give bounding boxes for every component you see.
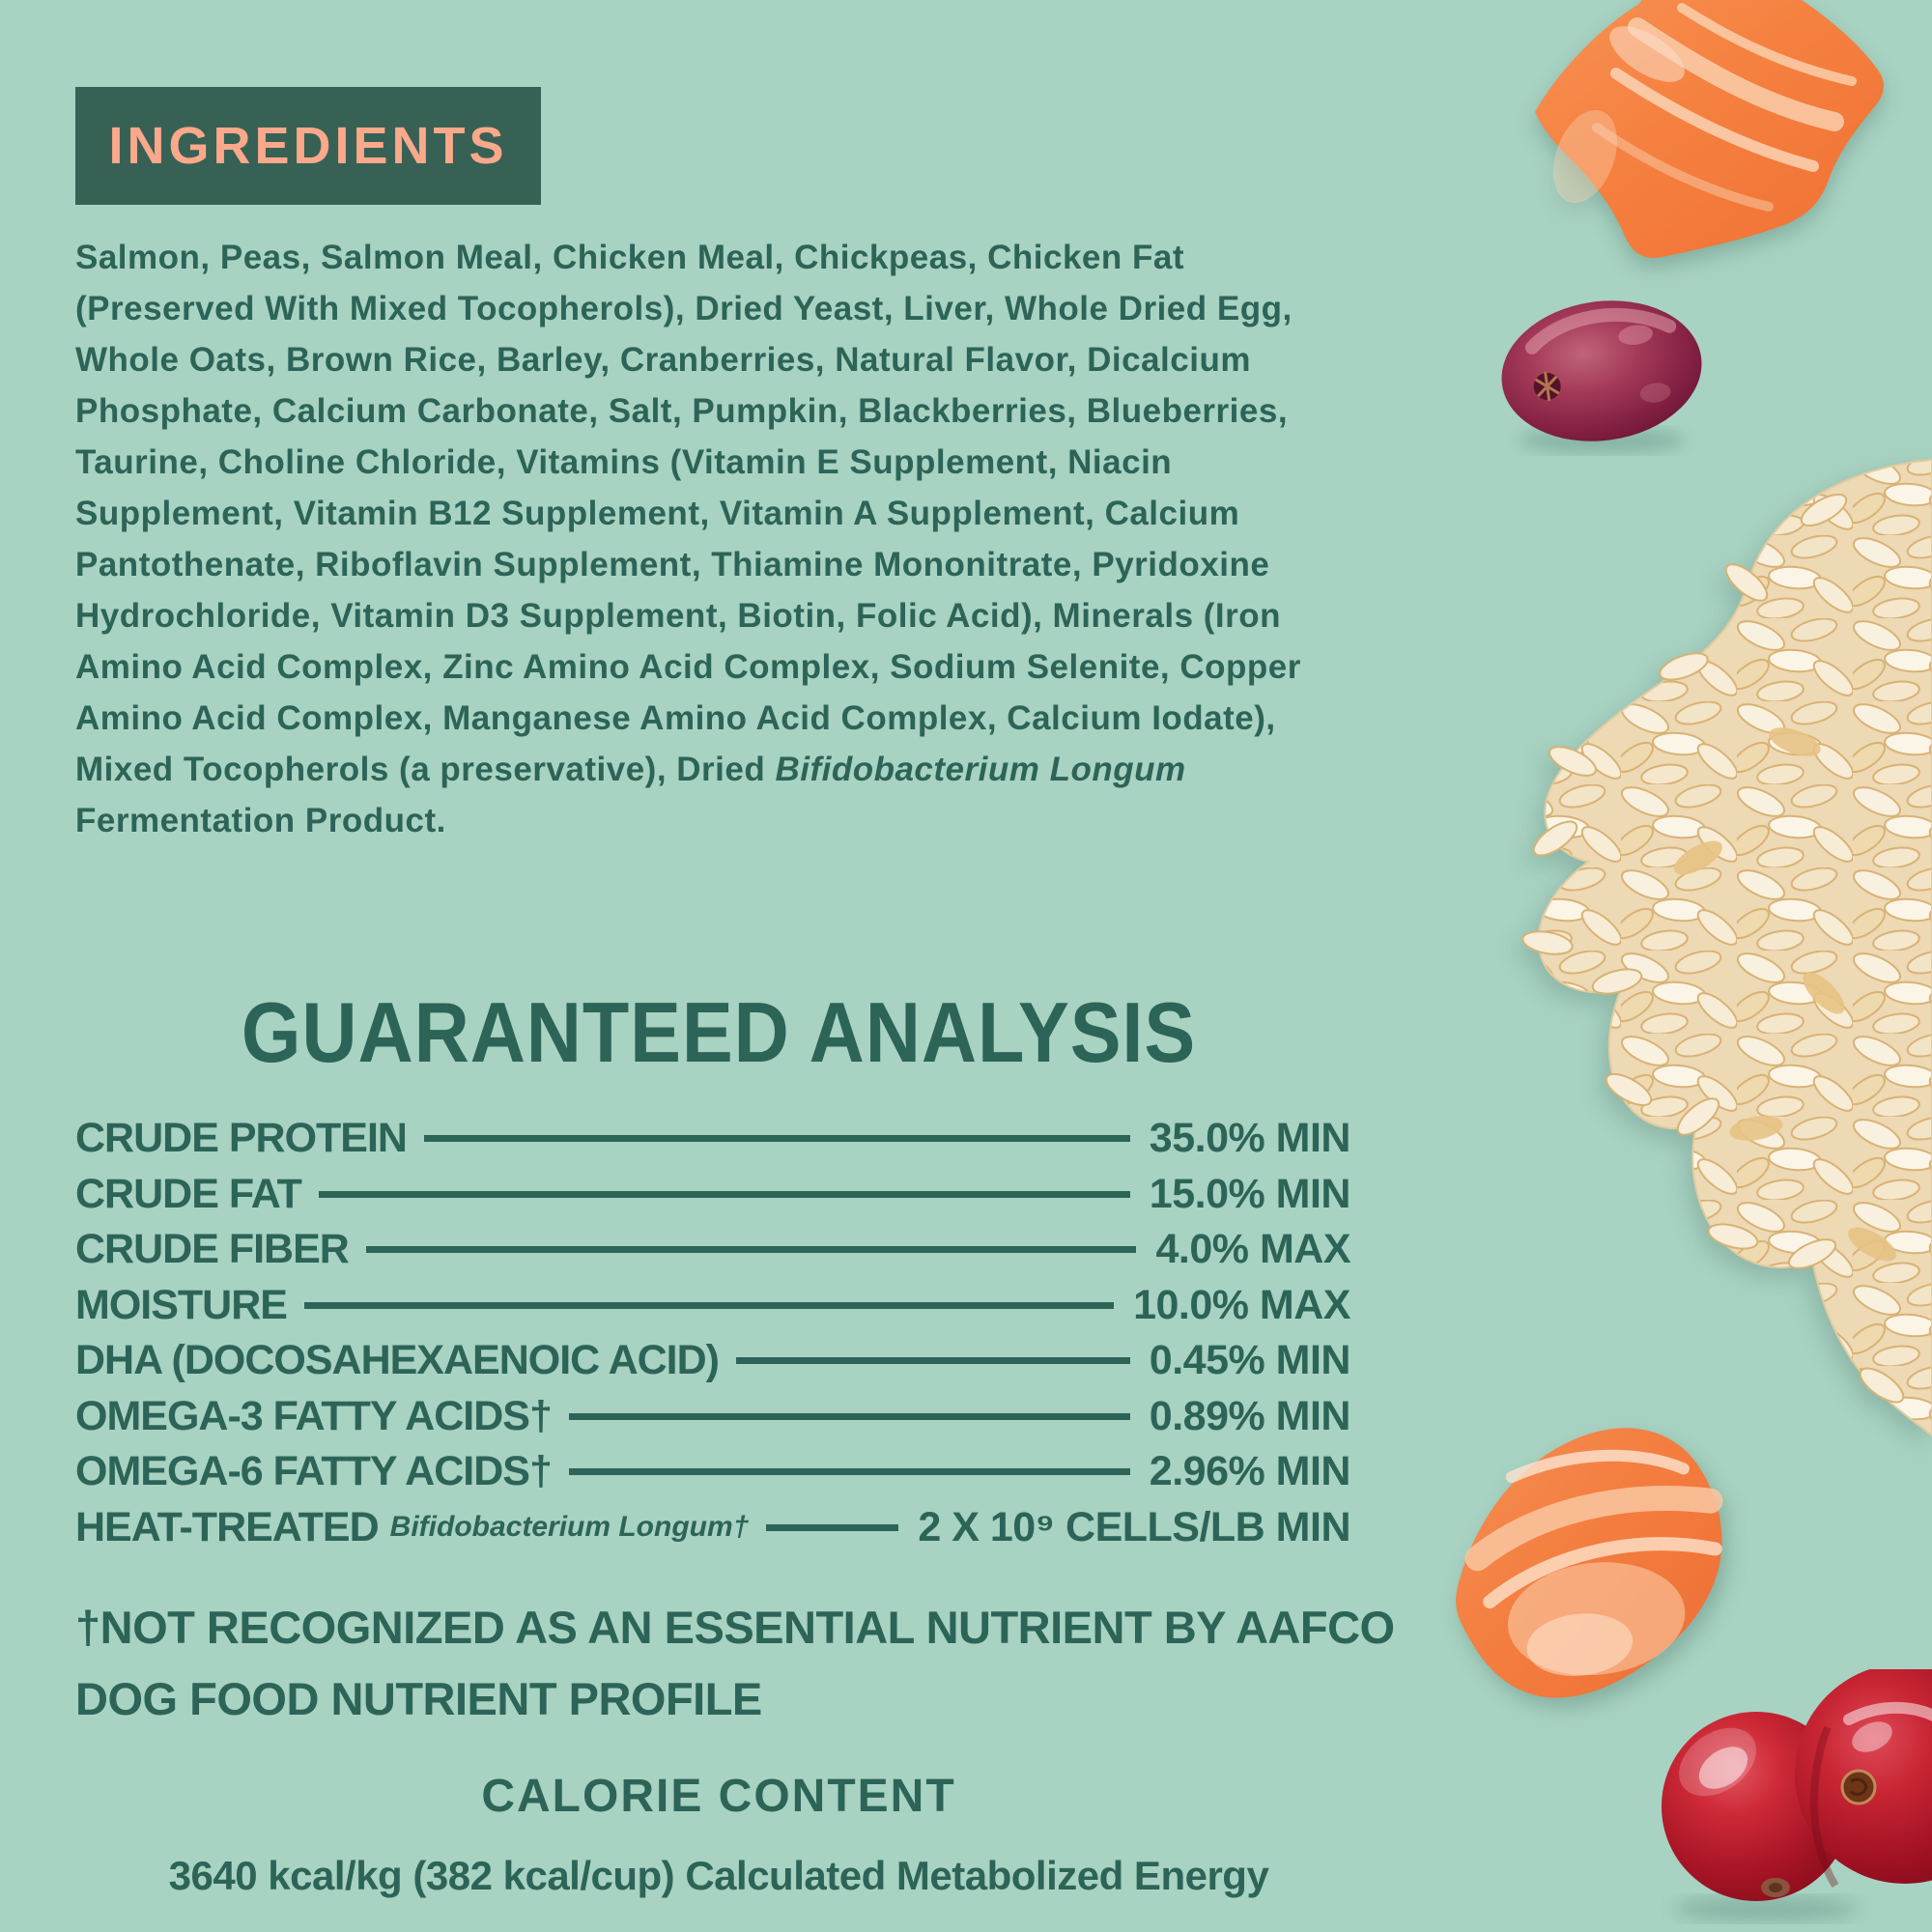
leader-line [568,1468,1130,1476]
calorie-content-text: 3640 kcal/kg (382 kcal/cup) Calculated M… [168,1853,1269,1898]
row-value: 2 X 10⁹ CELLS/LB MIN [918,1503,1350,1550]
table-row: OMEGA-3 FATTY ACIDS† 0.89% MIN [75,1389,1351,1445]
aafco-footnote: †NOT RECOGNIZED AS AN ESSENTIAL NUTRIENT… [75,1592,1395,1735]
footnote-line-2: DOG FOOD NUTRIENT PROFILE [75,1673,762,1724]
row-value: 0.89% MIN [1149,1392,1351,1439]
row-label: MOISTURE [75,1281,288,1328]
row-label: OMEGA-3 FATTY ACIDS† [75,1392,553,1439]
table-row: DHA (DOCOSAHEXAENOIC ACID) 0.45% MIN [75,1333,1351,1389]
row-label: CRUDE FAT [75,1170,302,1217]
row-value: 2.96% MIN [1149,1448,1351,1495]
table-row: CRUDE PROTEIN 35.0% MIN [75,1111,1351,1167]
leader-line [303,1301,1115,1309]
leader-line [736,1357,1130,1365]
row-label: DHA (DOCOSAHEXAENOIC ACID) [75,1337,720,1384]
row-label: HEAT-TREATED [75,1503,380,1550]
ingredients-text-before: Salmon, Peas, Salmon Meal, Chicken Meal,… [75,239,1301,788]
ingredients-heading: INGREDIENTS [108,117,508,175]
table-row: CRUDE FIBER 4.0% MAX [75,1222,1350,1278]
brown-rice-photo [1521,458,1932,1437]
row-label: CRUDE PROTEIN [75,1115,408,1162]
cranberry-photo-pair [1662,1669,1932,1921]
ingredients-paragraph: Salmon, Peas, Salmon Meal, Chicken Meal,… [75,232,1331,846]
row-label: CRUDE FIBER [75,1226,350,1273]
row-value: 10.0% MAX [1133,1281,1350,1328]
ingredients-header-box: INGREDIENTS [75,87,541,205]
calorie-content-heading: CALORIE CONTENT [481,1771,956,1822]
leader-line [766,1523,899,1531]
leader-line [318,1190,1130,1198]
row-value: 15.0% MIN [1149,1170,1351,1217]
table-row: HEAT-TREATED Bifidobacterium Longum† 2 X… [75,1500,1350,1556]
row-label: OMEGA-6 FATTY ACIDS† [75,1448,553,1495]
cranberry-photo-single [1501,300,1702,453]
leader-line [423,1135,1130,1143]
leader-line [365,1246,1137,1254]
footnote-line-1: †NOT RECOGNIZED AS AN ESSENTIAL NUTRIENT… [75,1602,1395,1653]
guaranteed-analysis-table: CRUDE PROTEIN 35.0% MIN CRUDE FAT 15.0% … [75,1111,1351,1556]
ingredients-text-after: Fermentation Product. [75,802,446,839]
table-row: MOISTURE 10.0% MAX [75,1278,1350,1334]
row-label-italic: Bifidobacterium Longum† [389,1511,750,1544]
table-row: OMEGA-6 FATTY ACIDS† 2.96% MIN [75,1444,1351,1500]
table-row: CRUDE FAT 15.0% MIN [75,1167,1351,1223]
row-value: 0.45% MIN [1149,1337,1351,1384]
row-value: 35.0% MIN [1149,1115,1351,1162]
leader-line [568,1412,1130,1420]
row-value: 4.0% MAX [1155,1226,1350,1273]
salmon-photo-bottom [1456,1428,1723,1698]
salmon-photo-top [1535,0,1884,258]
guaranteed-analysis-heading: GUARANTEED ANALYSIS [241,984,1197,1080]
ingredients-text-italic: Bifidobacterium Longum [775,751,1186,788]
